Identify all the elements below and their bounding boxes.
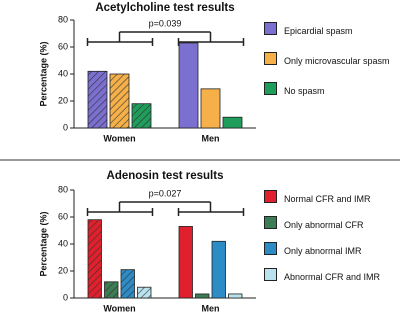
- x-tick-label: Women: [103, 303, 135, 313]
- annotation: p=0.039: [149, 18, 182, 28]
- x-tick-label: Men: [202, 303, 220, 313]
- bar: [211, 240, 226, 299]
- bar: [109, 73, 130, 129]
- legend-swatch: [264, 52, 277, 65]
- y-tick-label: 80: [58, 14, 68, 24]
- bar: [222, 116, 243, 129]
- legend-item: Epicardial spasm: [264, 22, 400, 36]
- legend-item: Abnormal CFR and IMR: [264, 268, 400, 282]
- y-tick-label: 80: [58, 184, 68, 194]
- bar: [137, 286, 152, 299]
- legend-label: Abnormal CFR and IMR: [284, 272, 381, 282]
- legend-item: Only abnormal IMR: [264, 242, 400, 256]
- bar: [87, 70, 108, 129]
- legend-swatch: [264, 190, 277, 203]
- legend-item: No spasm: [264, 82, 400, 96]
- legend-swatch: [264, 268, 277, 281]
- bar: [120, 269, 135, 299]
- y-tick-label: 40: [58, 68, 68, 78]
- chart-title: Adenosin test results: [107, 170, 224, 182]
- legend-item: Only microvascular spasm: [264, 52, 400, 66]
- y-tick-label: 0: [63, 122, 68, 132]
- y-tick-label: 0: [63, 292, 68, 302]
- y-axis-label: Percentage (%): [38, 41, 48, 106]
- bar: [195, 293, 210, 299]
- chart-title: Acetylcholine test results: [95, 2, 234, 14]
- x-tick-label: Men: [202, 133, 220, 143]
- legend-label: Only abnormal IMR: [284, 246, 362, 256]
- annotation: p=0.027: [149, 188, 182, 198]
- legend-label: No spasm: [284, 86, 325, 96]
- bar: [178, 226, 193, 299]
- legend-swatch: [264, 22, 277, 35]
- legend-swatch: [264, 242, 277, 255]
- x-tick-label: Women: [103, 133, 135, 143]
- bar: [200, 88, 221, 129]
- y-tick-label: 20: [58, 95, 68, 105]
- legend: Normal CFR and IMR Only abnormal CFR Only …: [264, 186, 400, 306]
- bar: [131, 103, 152, 129]
- y-axis-label: Percentage (%): [38, 211, 48, 276]
- y-tick-label: 40: [58, 238, 68, 248]
- legend: Epicardial spasm Only microvascular spasm…: [264, 18, 400, 138]
- y-tick-label: 20: [58, 265, 68, 275]
- legend-swatch: [264, 216, 277, 229]
- legend-label: Epicardial spasm: [284, 26, 353, 36]
- bar: [87, 219, 102, 299]
- y-tick-label: 60: [58, 41, 68, 51]
- bar: [104, 281, 119, 299]
- legend-label: Normal CFR and IMR: [284, 194, 371, 204]
- legend-item: Only abnormal CFR: [264, 216, 400, 230]
- bar: [178, 42, 199, 129]
- legend-item: Normal CFR and IMR: [264, 190, 400, 204]
- legend-label: Only abnormal CFR: [284, 220, 364, 230]
- y-tick-label: 60: [58, 211, 68, 221]
- legend-label: Only microvascular spasm: [284, 56, 390, 66]
- legend-swatch: [264, 82, 277, 95]
- bar: [228, 293, 243, 299]
